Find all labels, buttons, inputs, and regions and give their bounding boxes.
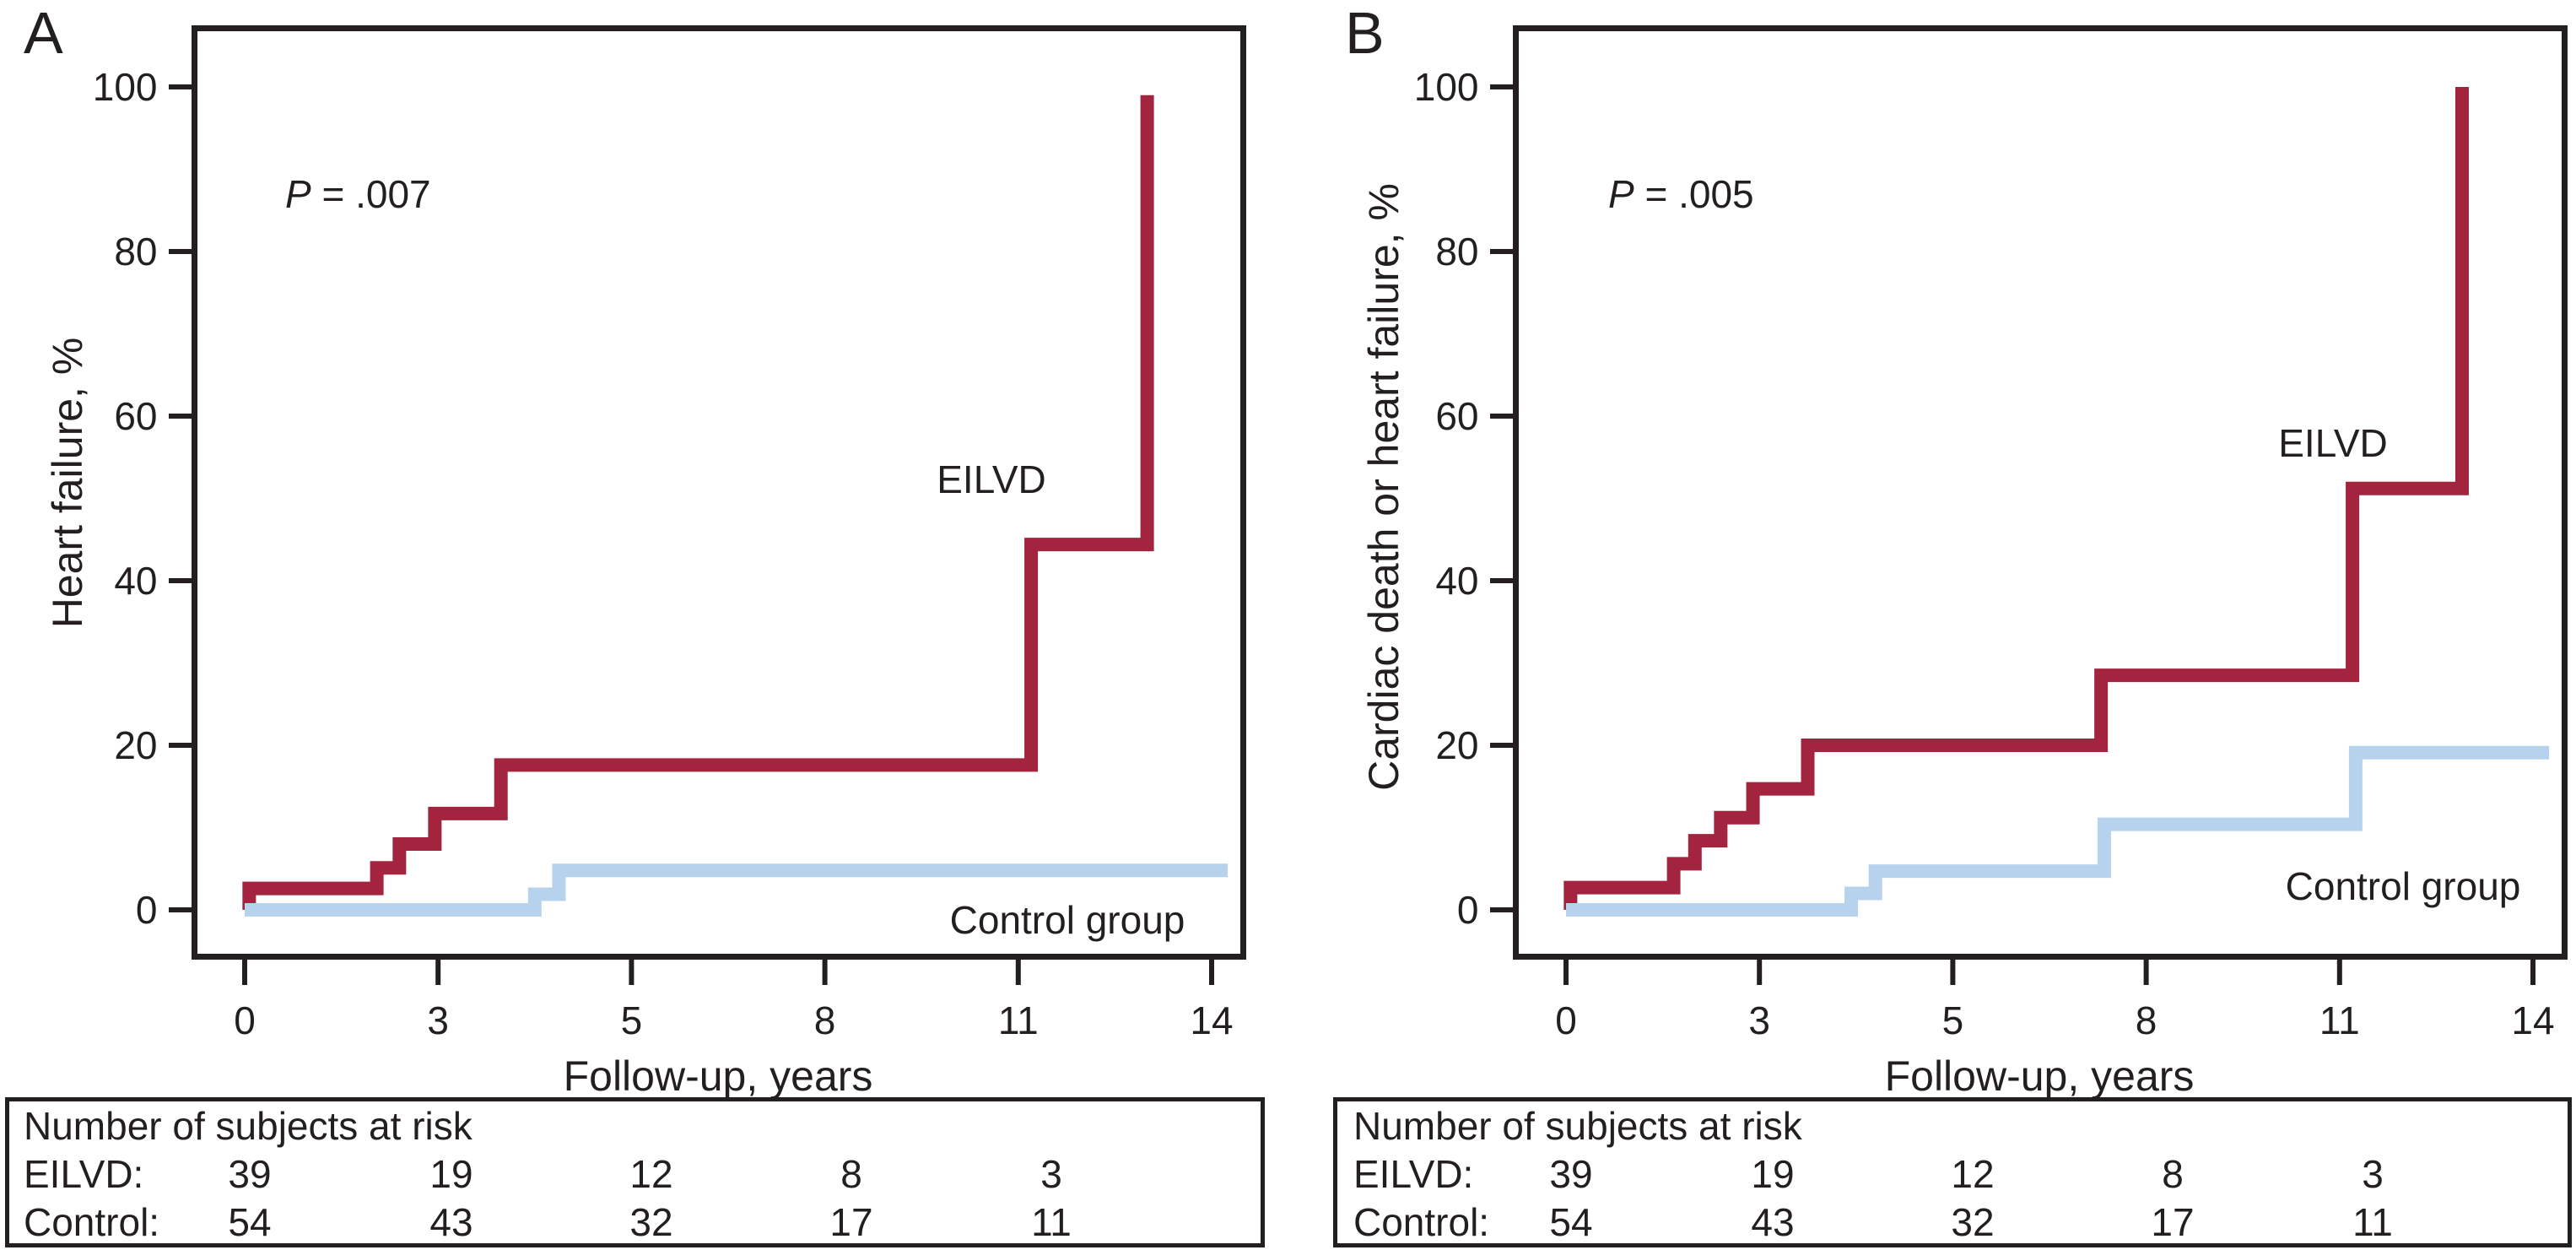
panel-a-risk-count-0-1: 19	[429, 1152, 473, 1196]
panel-b-risk-count-0-3: 8	[2162, 1152, 2184, 1196]
panel-a-risk-table-box	[5, 1097, 1265, 1247]
panel-b-risk-table-title: Number of subjects at risk	[1353, 1104, 1802, 1148]
panel-b-x-axis-title: Follow-up, years	[1884, 1052, 2195, 1100]
panel-b-x-tick-label-3: 3	[1748, 998, 1770, 1042]
panel-a-risk-count-0-0: 39	[228, 1152, 272, 1196]
panel-a-letter: A	[24, 0, 63, 66]
panel-a-control-curve-label: Control group	[949, 898, 1185, 942]
panel-b-risk-count-0-4: 3	[2362, 1152, 2384, 1196]
panel-a-y-axis-title: Heart failure, %	[44, 337, 91, 629]
panel-a-risk-count-0-3: 8	[840, 1152, 862, 1196]
panel-b-p-value: P = .005	[1608, 171, 1754, 217]
panel-b-x-tick-label-0: 0	[1555, 998, 1577, 1042]
panel-b-p-symbol: P	[1608, 172, 1634, 216]
panel-b-y-tick-label-20: 20	[1435, 723, 1479, 767]
panel-b-control-curve	[1566, 745, 2550, 917]
panel-b-risk-count-0-0: 39	[1549, 1152, 1593, 1196]
panel-a-x-axis-title: Follow-up, years	[563, 1052, 873, 1100]
panel-b-eilvd-curve-label: EILVD	[2278, 421, 2388, 465]
panel-a-p-symbol: P	[285, 172, 311, 216]
panel-b-risk-table-box	[1333, 1097, 2572, 1247]
panel-a-eilvd-curve-label: EILVD	[937, 457, 1046, 501]
panel-b-risk-row-label-eilvd: EILVD:	[1353, 1152, 1474, 1196]
panel-b-y-tick-label-40: 40	[1435, 559, 1479, 603]
panel-a-y-tick-label-40: 40	[114, 559, 158, 603]
panel-a-control-curve	[245, 863, 1229, 917]
panel-a-p-rest: = .007	[311, 172, 431, 216]
panel-a-p-value: P = .007	[285, 171, 431, 217]
panel-b-x-tick-label-5: 5	[1941, 998, 1964, 1042]
panel-b-plot-box	[1513, 25, 2568, 960]
panel-a-x-tick-label-8: 8	[813, 998, 836, 1042]
panel-a-x-tick-label-11: 11	[997, 998, 1039, 1042]
panel-a-risk-count-0-4: 3	[1040, 1152, 1062, 1196]
panel-a-risk-count-1-3: 17	[829, 1200, 873, 1244]
panel-b-y-tick-label-80: 80	[1435, 230, 1479, 273]
panel-b-control-curve-label: Control group	[2285, 864, 2521, 908]
panel-b-p-rest: = .005	[1634, 172, 1754, 216]
panel-b-risk-count-1-4: 11	[2352, 1200, 2393, 1244]
panel-b-risk-count-0-1: 19	[1751, 1152, 1795, 1196]
panel-b-x-tick-label-8: 8	[2135, 998, 2157, 1042]
panel-a-plot-box	[192, 25, 1246, 960]
panel-b-x-tick-label-11: 11	[2319, 998, 2360, 1042]
panel-a-risk-row-label-eilvd: EILVD:	[24, 1152, 144, 1196]
panel-a-y-tick-label-60: 60	[114, 394, 158, 438]
panel-a-risk-table-title: Number of subjects at risk	[24, 1104, 473, 1148]
panel-b-y-tick-label-60: 60	[1435, 394, 1479, 438]
panel-b-risk-count-1-0: 54	[1549, 1200, 1593, 1244]
panel-b-risk-row-label-control: Control:	[1353, 1200, 1490, 1244]
panel-b-y-tick-label-0: 0	[1456, 888, 1479, 932]
panel-b-eilvd-curve	[1563, 87, 2469, 917]
panel-b-x-tick-label-14: 14	[2511, 998, 2555, 1042]
panel-a-y-tick-label-100: 100	[92, 65, 158, 109]
panel-a-eilvd-curve	[242, 95, 1154, 917]
panel-a-y-tick-label-0: 0	[135, 888, 158, 932]
panel-a-x-tick-label-3: 3	[427, 998, 449, 1042]
panel-a-risk-count-1-0: 54	[228, 1200, 272, 1244]
panel-a-risk-count-0-2: 12	[629, 1152, 673, 1196]
panel-a-x-tick-label-5: 5	[620, 998, 643, 1042]
panel-b-risk-count-1-1: 43	[1751, 1200, 1795, 1244]
panel-a-x-tick-label-0: 0	[234, 998, 256, 1042]
panel-a-risk-count-1-1: 43	[429, 1200, 473, 1244]
panel-b-risk-count-1-2: 32	[1951, 1200, 1995, 1244]
panel-b-risk-count-1-3: 17	[2151, 1200, 2195, 1244]
panel-b-y-axis-title: Cardiac death or heart failure, %	[1360, 183, 1407, 791]
panel-a-risk-count-1-4: 11	[1031, 1200, 1072, 1244]
panel-a-risk-count-1-2: 32	[629, 1200, 673, 1244]
panel-a-y-tick-label-20: 20	[114, 723, 158, 767]
panel-a-x-tick-label-14: 14	[1190, 998, 1234, 1042]
panel-b-risk-count-0-2: 12	[1951, 1152, 1995, 1196]
panel-b-y-tick-label-100: 100	[1413, 65, 1479, 109]
panel-a-risk-row-label-control: Control:	[24, 1200, 160, 1244]
panel-b-letter: B	[1345, 0, 1385, 66]
panel-a-y-tick-label-80: 80	[114, 230, 158, 273]
